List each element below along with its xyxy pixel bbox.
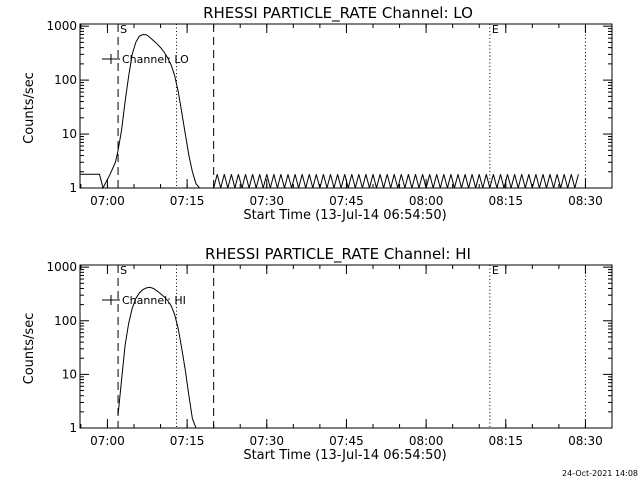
marker-label: S [120,23,127,36]
x-tick-label: 07:15 [170,434,205,448]
plot-frame [79,264,613,429]
y-tick-label: 1 [69,421,77,435]
chart-hi-panel: RHESSI PARTICLE_RATE Channel: HI 1 10 100 10… [22,245,613,463]
chart-title: RHESSI PARTICLE_RATE Channel: LO [203,4,473,23]
x-tick-label: 08:00 [409,194,444,208]
plot-frame [79,23,613,189]
x-axis-label: Start Time (13-Jul-14 06:54:50) [243,448,446,463]
x-tick-label: 07:00 [90,434,125,448]
x-tick-label: 08:30 [568,194,603,208]
marker-label: S [120,264,127,277]
y-tick-label: 10 [62,367,77,381]
x-axis-label: Start Time (13-Jul-14 06:54:50) [243,208,446,223]
x-tick-label: 07:30 [249,194,284,208]
y-tick-label: 1 [69,181,77,195]
y-tick-label: 10 [62,127,77,141]
x-tick-label: 08:30 [568,434,603,448]
y-tick-label: 100 [54,73,77,87]
x-tick-label: 08:15 [488,194,523,208]
y-tick-label: 1000 [46,260,77,274]
series-baseline-noise [213,174,579,189]
x-tick-label: 07:45 [329,194,364,208]
x-tick-label: 07:30 [249,434,284,448]
x-tick-label: 08:00 [409,434,444,448]
series-line [80,33,207,190]
y-tick-label: 1000 [46,19,77,33]
chart-lo-panel: RHESSI PARTICLE_RATE Channel: LO 1 10 100 10… [22,4,613,223]
marker-label: E [492,23,499,36]
x-tick-label: 07:15 [170,194,205,208]
legend-label: Channel: HI [122,294,186,307]
y-tick-label: 100 [54,314,77,328]
series-line [117,286,197,429]
marker-label: E [492,264,499,277]
legend-label: Channel: LO [122,53,189,66]
footer-date: 24-Oct-2021 14:08 [562,469,638,478]
chart-title: RHESSI PARTICLE_RATE Channel: HI [205,245,471,264]
y-axis-label: Counts/sec [22,313,37,385]
y-axis-label: Counts/sec [22,72,37,144]
x-tick-label: 07:45 [329,434,364,448]
x-tick-label: 07:00 [90,194,125,208]
x-tick-label: 08:15 [488,434,523,448]
